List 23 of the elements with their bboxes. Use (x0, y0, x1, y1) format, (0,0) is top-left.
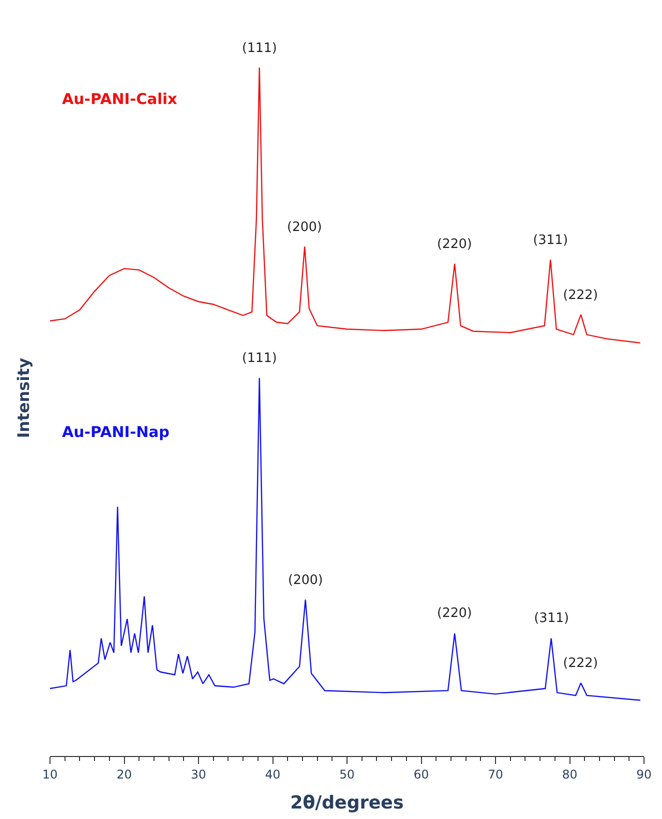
annotation: (200) (288, 573, 323, 588)
annotation: (111) (242, 41, 277, 56)
annotation: (200) (287, 220, 322, 235)
annotation: (222) (563, 288, 598, 303)
x-tick-label: 40 (265, 767, 280, 782)
annotation: (311) (534, 611, 569, 626)
text: Au-PANI-Calix (62, 90, 178, 108)
annotation: (220) (437, 606, 472, 621)
x-axis-title: 2θ/degrees (290, 792, 404, 814)
x-tick-label: 20 (116, 767, 132, 782)
text: Au-PANI-Nap (62, 423, 170, 441)
x-tick-label: 30 (190, 767, 206, 782)
annotation: (111) (242, 351, 277, 366)
x-tick-label: 70 (488, 767, 504, 782)
x-tick-label: 90 (636, 767, 652, 782)
x-tick-label: 50 (339, 767, 355, 782)
annotation: (311) (533, 233, 568, 248)
x-tick-label: 60 (414, 767, 429, 782)
x-tick-label: 10 (42, 767, 58, 782)
y-axis-title: Intensity (14, 357, 33, 438)
annotation: (220) (437, 237, 472, 252)
annotation: (222) (563, 656, 598, 671)
x-tick-label: 80 (562, 767, 578, 782)
